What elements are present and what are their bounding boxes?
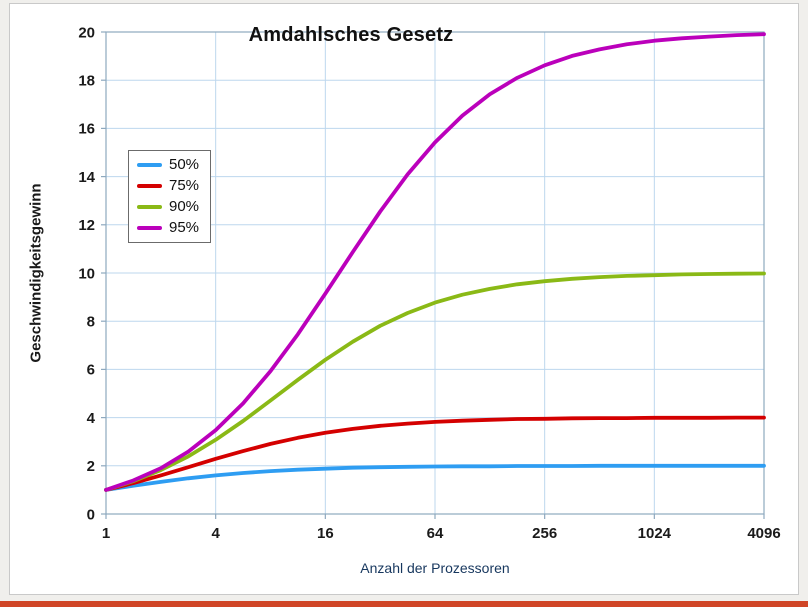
legend-item-75: 75% — [137, 178, 199, 194]
svg-text:64: 64 — [427, 525, 444, 542]
svg-text:2: 2 — [87, 458, 95, 475]
svg-text:0: 0 — [87, 506, 95, 523]
x-axis-title: Anzahl der Prozessoren — [360, 560, 510, 576]
svg-text:4: 4 — [211, 525, 220, 542]
legend-swatch-75-icon — [137, 184, 162, 188]
legend-label-90: 90% — [169, 198, 200, 215]
svg-text:6: 6 — [87, 362, 95, 379]
legend-swatch-90-icon — [137, 205, 162, 209]
svg-text:8: 8 — [87, 313, 95, 330]
legend-label-75: 75% — [169, 177, 200, 194]
legend-item-95: 95% — [137, 220, 199, 236]
legend-item-90: 90% — [137, 199, 199, 215]
svg-text:256: 256 — [532, 525, 557, 542]
svg-text:16: 16 — [78, 121, 95, 138]
legend-item-50: 50% — [137, 157, 199, 173]
chart-figure: 0 2 4 6 8 10 12 14 16 18 20 1 4 16 64 256 1024 4096 Amdah… — [9, 3, 799, 595]
legend-swatch-50-icon — [137, 163, 162, 167]
svg-text:14: 14 — [78, 169, 95, 186]
legend: 50% 75% 90% 95% — [128, 150, 212, 243]
legend-swatch-95-icon — [137, 226, 162, 230]
svg-text:10: 10 — [78, 265, 95, 282]
svg-text:4: 4 — [87, 410, 96, 427]
legend-label-50: 50% — [169, 156, 200, 173]
bottom-accent-bar — [0, 601, 808, 607]
legend-label-95: 95% — [169, 219, 200, 236]
y-axis-title: Geschwindigkeitsgewinn — [27, 183, 45, 363]
chart-title: Amdahlsches Gesetz — [248, 24, 454, 46]
svg-text:18: 18 — [78, 72, 95, 89]
svg-text:16: 16 — [317, 525, 334, 542]
svg-text:1: 1 — [102, 525, 110, 542]
svg-text:12: 12 — [78, 217, 95, 234]
svg-text:4096: 4096 — [747, 525, 780, 542]
svg-text:1024: 1024 — [638, 525, 672, 542]
svg-text:20: 20 — [78, 24, 95, 41]
